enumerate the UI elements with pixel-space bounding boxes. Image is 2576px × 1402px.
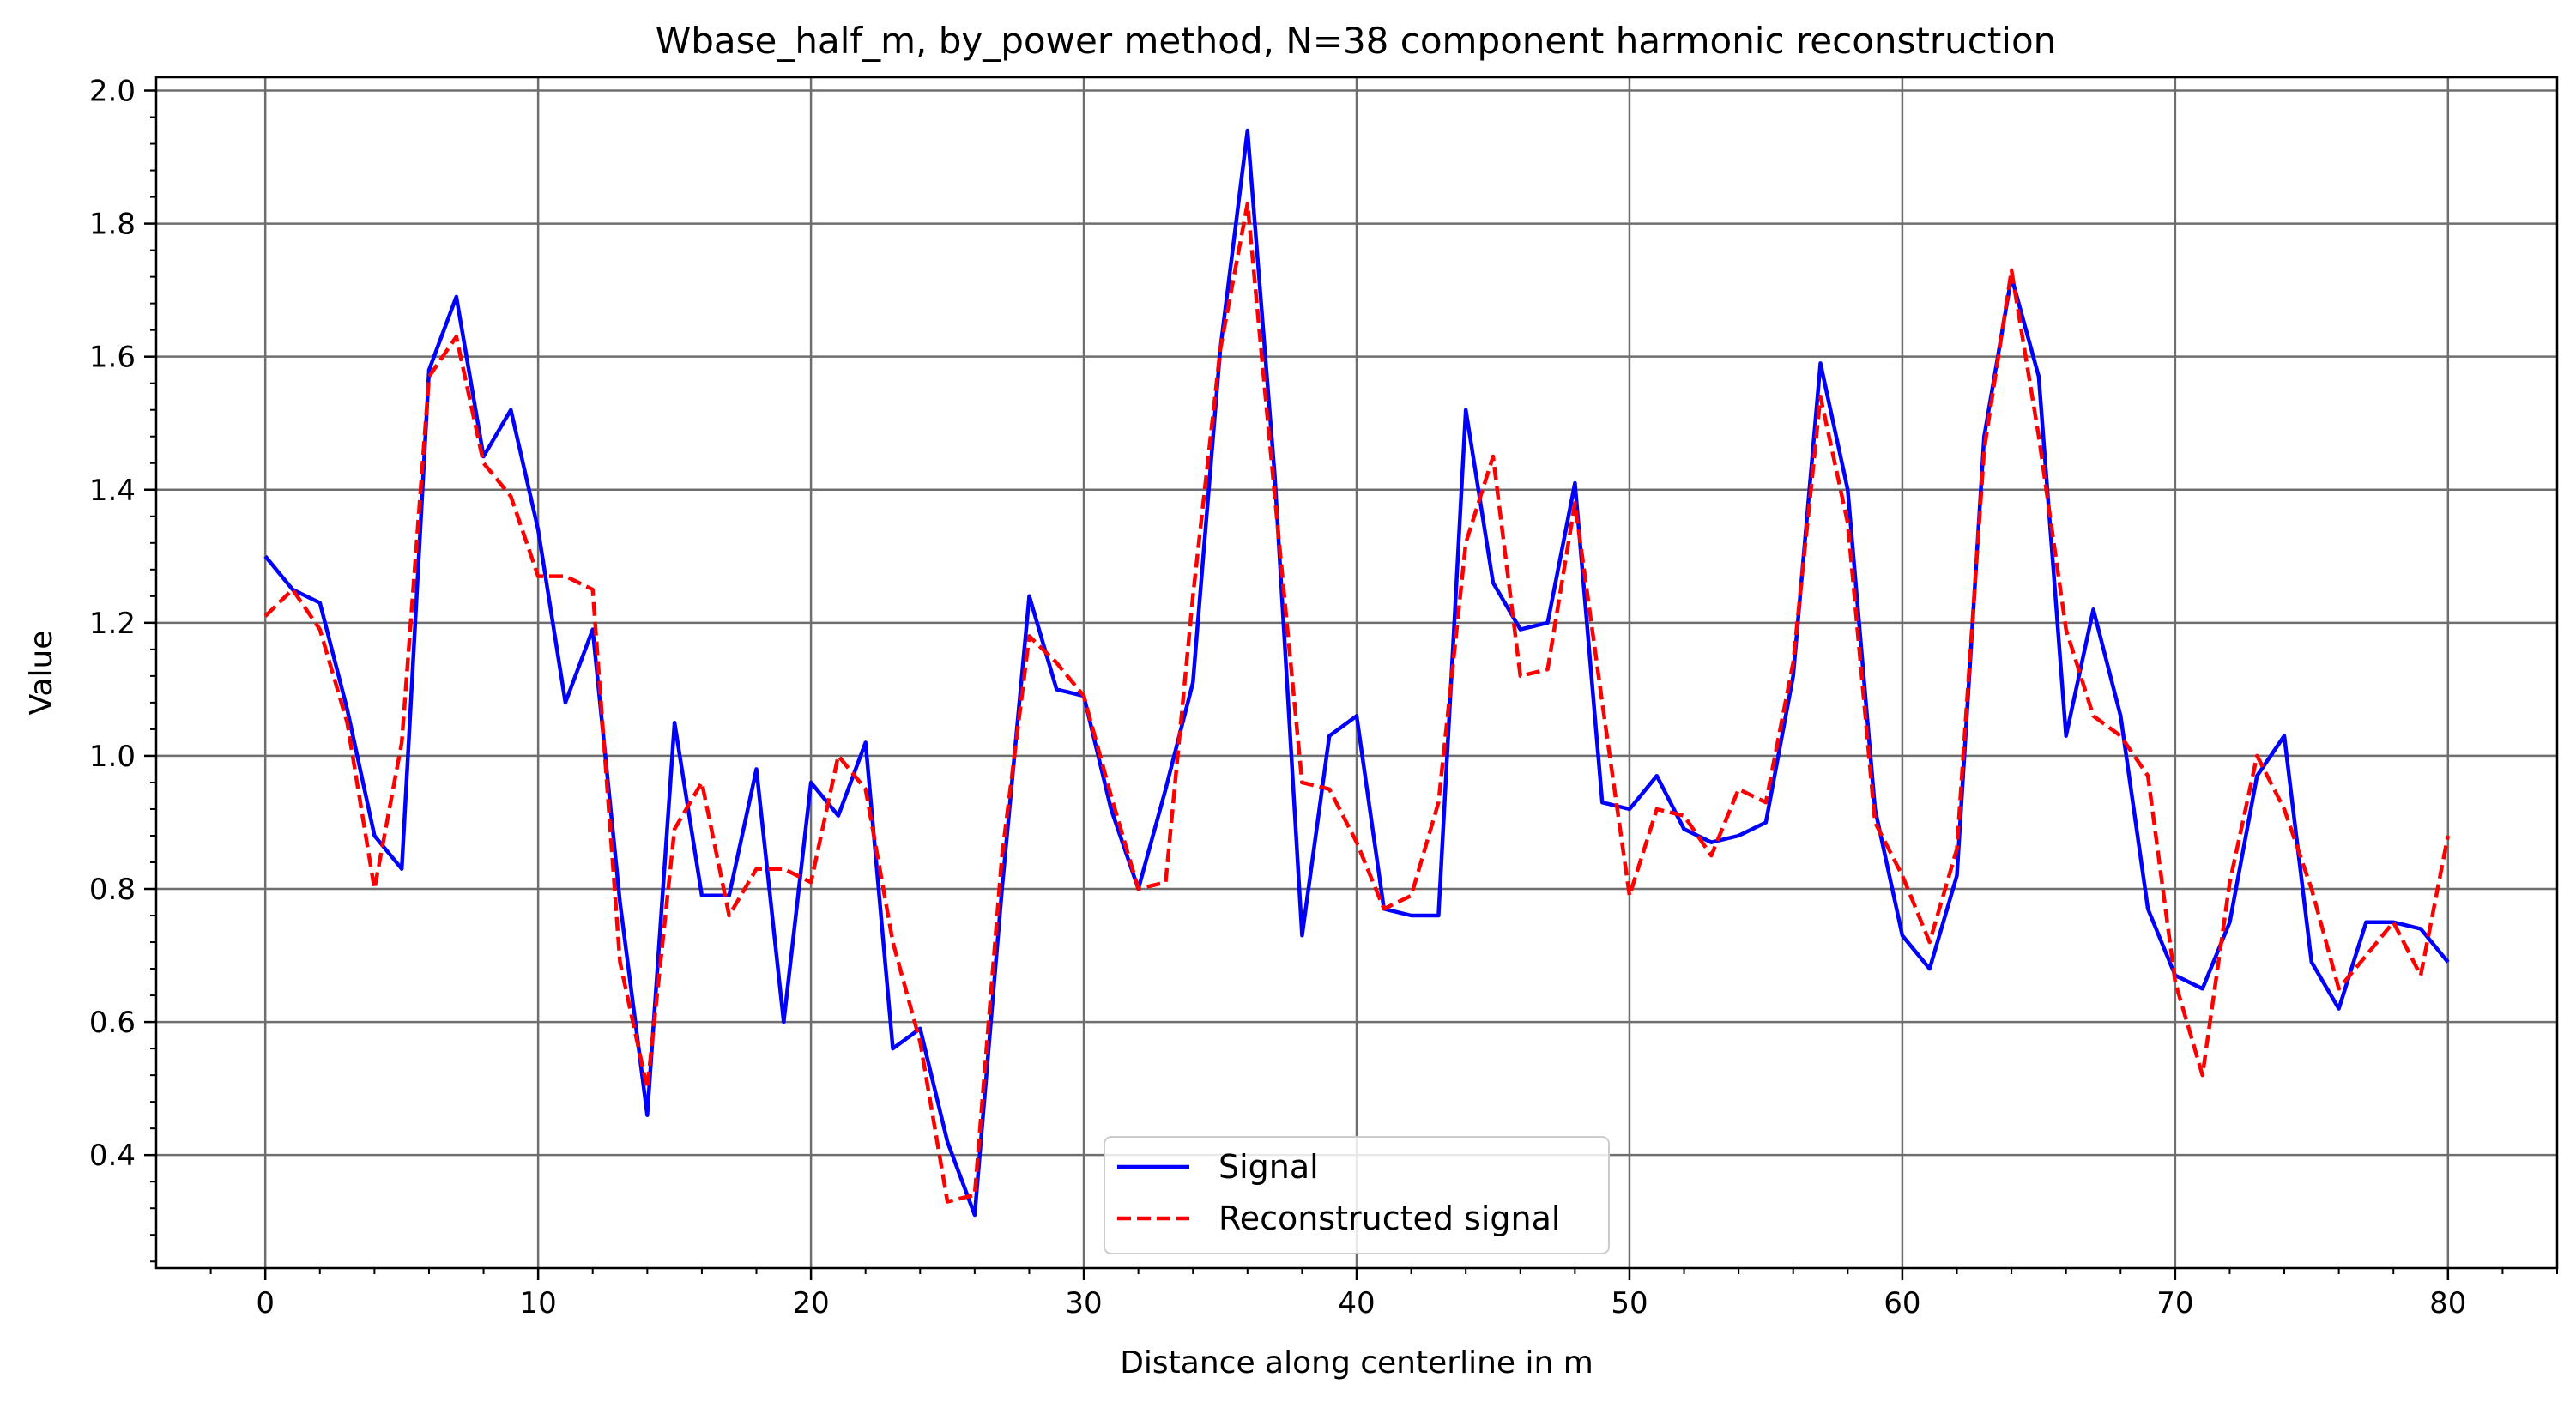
x-axis-label: Distance along centerline in m [1120,1345,1593,1381]
y-tick-label: 1.0 [89,740,136,774]
series-lines [263,128,2451,1218]
x-tick-label: 50 [1611,1286,1648,1320]
x-tick-label: 60 [1884,1286,1920,1320]
x-tick-label: 70 [2156,1286,2193,1320]
y-tick-label: 0.8 [89,873,136,907]
legend-label-signal: Signal [1218,1148,1319,1186]
signal-line [263,128,2450,1218]
legend-label-reconstructed: Reconstructed signal [1218,1200,1560,1237]
y-tick-label: 1.6 [89,341,136,375]
minor-ticks [150,116,2558,1274]
x-tick-label: 40 [1338,1286,1375,1320]
y-tick-label: 1.8 [89,208,136,242]
x-tick-label: 0 [256,1286,275,1320]
legend-box [1104,1136,1610,1254]
y-tick-label: 1.2 [89,607,136,641]
y-tick-label: 2.0 [89,75,136,109]
reconstructed-signal-line [263,202,2451,1204]
x-tick-label: 10 [520,1286,557,1320]
x-tick-label: 80 [2429,1286,2466,1320]
y-tick-label: 1.4 [89,474,136,508]
legend: Signal Reconstructed signal [1104,1136,1610,1254]
y-tick-label: 0.6 [89,1006,136,1040]
y-tick-label: 0.4 [89,1139,136,1173]
chart-title: Wbase_half_m, by_power method, N=38 comp… [656,20,2057,62]
y-axis-label: Value [24,631,59,716]
x-tick-label: 20 [792,1286,829,1320]
x-tick-label: 30 [1065,1286,1102,1320]
axis-ticks: 0 10 20 30 40 50 60 70 80 0.4 0.6 0.8 1.0 1.2 1.4 1.6 1.… [89,75,2467,1320]
